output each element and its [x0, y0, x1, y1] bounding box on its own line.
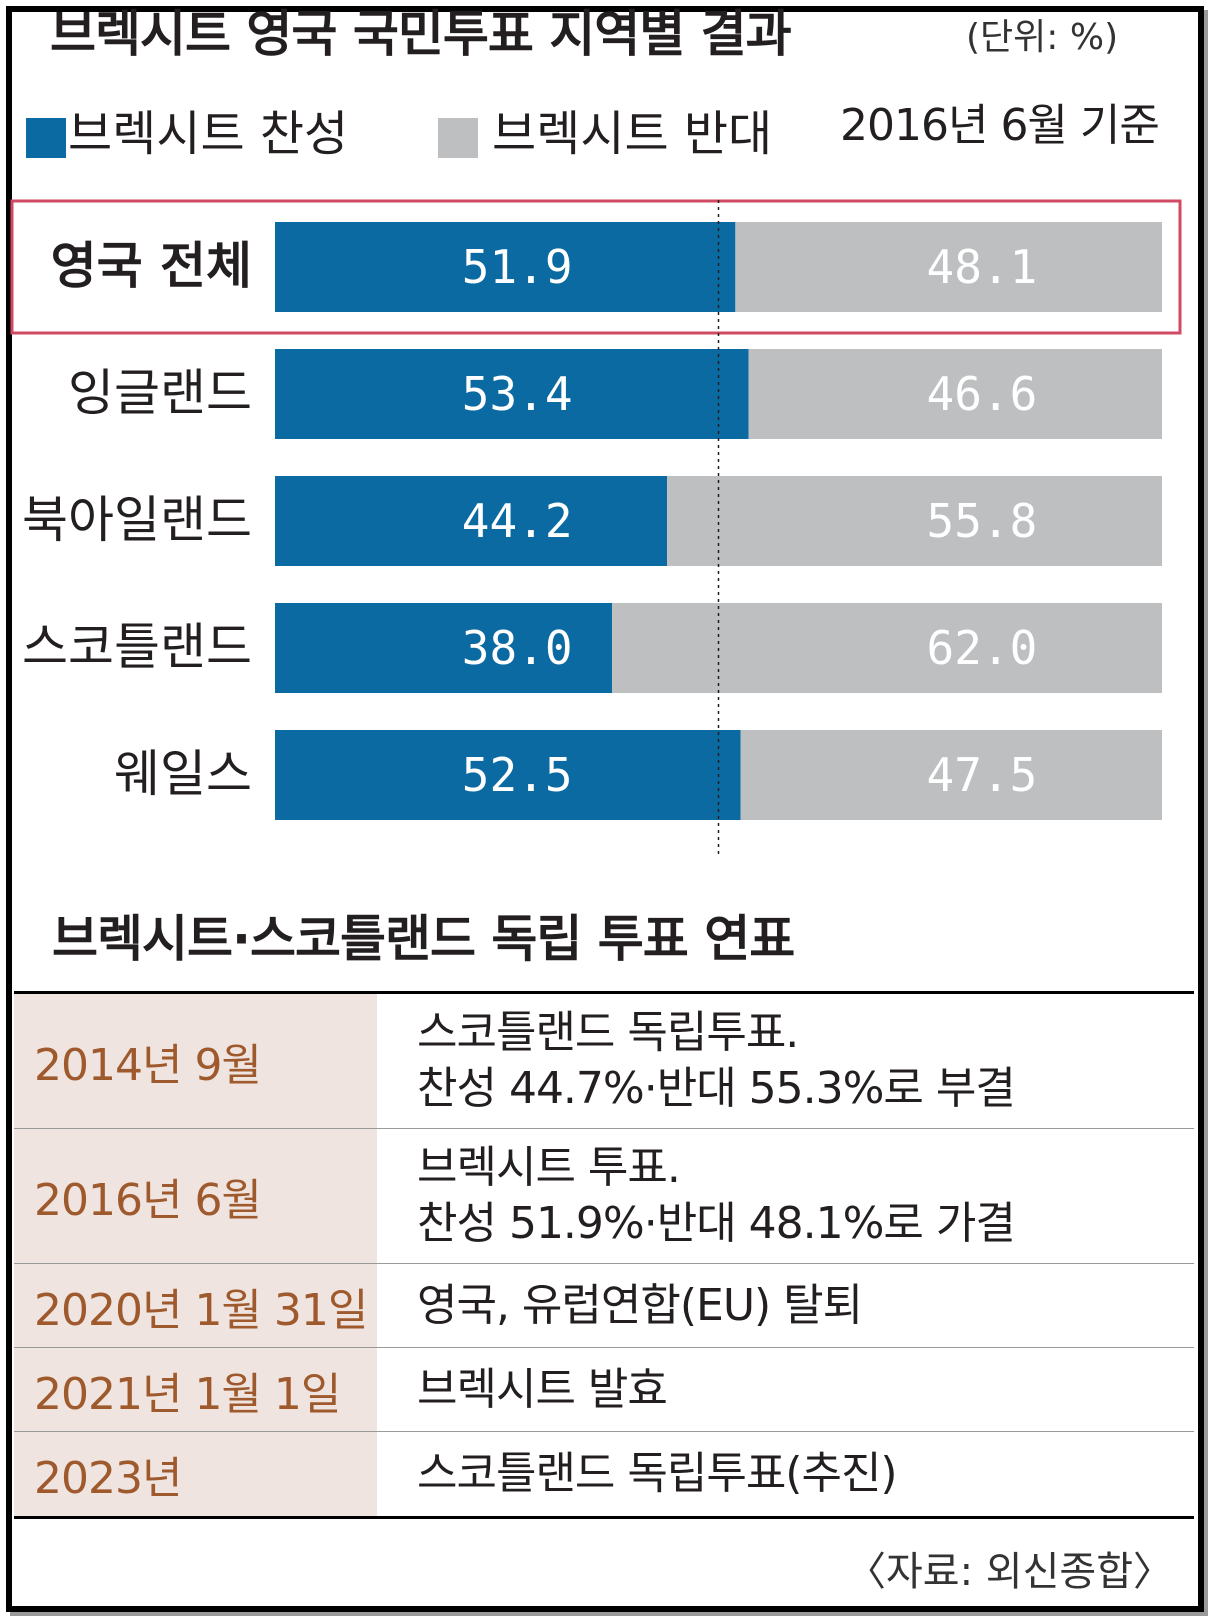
- timeline-row: 2023년 스코틀랜드 독립투표(추진): [14, 1432, 1194, 1516]
- timeline-description-line: 브렉시트 발효: [417, 1363, 668, 1415]
- category-label: 잉글랜드: [68, 364, 252, 422]
- data-label-leave: 44.2: [462, 494, 573, 548]
- timeline-description-line: 브렉시트 투표.: [417, 1142, 681, 1193]
- timeline-description: 영국, 유럽연합(EU) 탈퇴: [377, 1264, 1194, 1347]
- unit-label: (단위: %): [966, 17, 1119, 58]
- legend-swatch-remain: [438, 118, 478, 158]
- legend-label-remain: 브렉시트 반대: [492, 106, 773, 162]
- timeline-date: 2020년 1월 31일: [14, 1264, 377, 1347]
- bar-remain: [748, 349, 1162, 439]
- legend-swatch-leave: [26, 118, 66, 158]
- timeline-row: 2021년 1월 1일 브렉시트 발효: [14, 1348, 1194, 1432]
- data-label-remain: 46.6: [927, 367, 1038, 421]
- bar-leave: [275, 349, 749, 439]
- bar-remain: [667, 476, 1162, 566]
- timeline-row: 2020년 1월 31일 영국, 유럽연합(EU) 탈퇴: [14, 1264, 1194, 1348]
- bar-remain: [612, 603, 1162, 693]
- date-note: 2016년 6월 기준: [840, 100, 1160, 151]
- data-label-remain: 55.8: [927, 494, 1038, 548]
- stacked-bar-chart: 영국 전체 51.9 48.1 잉글랜드 53.4 46.6 북아일랜드 44.2 55.8 스코…: [10, 199, 1182, 858]
- bar-remain: [735, 222, 1162, 312]
- timeline-date: 2016년 6월: [14, 1129, 377, 1263]
- bar-leave: [275, 476, 668, 566]
- bar-leave: [275, 603, 613, 693]
- category-label: 북아일랜드: [22, 491, 252, 549]
- timeline-description: 스코틀랜드 독립투표(추진): [377, 1432, 1194, 1516]
- timeline-date: 2021년 1월 1일: [14, 1348, 377, 1431]
- data-label-remain: 47.5: [927, 748, 1038, 802]
- bar-leave: [275, 222, 736, 312]
- timeline-date: 2023년: [14, 1432, 377, 1516]
- chart-title: 브렉시트 영국 국민투표 지역별 결과: [50, 5, 792, 63]
- data-label-leave: 52.5: [462, 748, 573, 802]
- timeline-table: 2014년 9월 스코틀랜드 독립투표. 찬성 44.7%·반대 55.3%로 부결…: [14, 991, 1194, 1519]
- data-label-remain: 62.0: [927, 621, 1038, 675]
- timeline-title: 브렉시트·스코틀랜드 독립 투표 연표: [52, 910, 795, 968]
- timeline-date: 2014년 9월: [14, 994, 377, 1128]
- data-label-leave: 51.9: [462, 240, 573, 294]
- bar-leave: [275, 730, 741, 820]
- bar-remain: [740, 730, 1162, 820]
- highlight-box: [10, 199, 1182, 335]
- timeline-description: 브렉시트 발효: [377, 1348, 1194, 1431]
- category-label: 스코틀랜드: [22, 618, 252, 676]
- data-label-remain: 48.1: [927, 240, 1038, 294]
- timeline-description: 스코틀랜드 독립투표. 찬성 44.7%·반대 55.3%로 부결: [377, 994, 1194, 1128]
- legend-label-leave: 브렉시트 찬성: [68, 106, 349, 162]
- timeline-description-line: 찬성 44.7%·반대 55.3%로 부결: [417, 1063, 1016, 1114]
- timeline-row: 2014년 9월 스코틀랜드 독립투표. 찬성 44.7%·반대 55.3%로 부결: [14, 994, 1194, 1129]
- timeline-description-line: 스코틀랜드 독립투표(추진): [417, 1448, 898, 1499]
- timeline-row: 2016년 6월 브렉시트 투표. 찬성 51.9%·반대 48.1%로 가결: [14, 1129, 1194, 1264]
- category-label: 영국 전체: [51, 237, 252, 295]
- source-note: 〈자료: 외신종합〉: [846, 1549, 1173, 1595]
- timeline-description: 브렉시트 투표. 찬성 51.9%·반대 48.1%로 가결: [377, 1129, 1194, 1263]
- data-label-leave: 38.0: [462, 621, 573, 675]
- data-label-leave: 53.4: [462, 367, 573, 421]
- timeline-description-line: 영국, 유럽연합(EU) 탈퇴: [417, 1279, 863, 1331]
- category-label: 웨일스: [114, 745, 252, 803]
- timeline-description-line: 찬성 51.9%·반대 48.1%로 가결: [417, 1198, 1016, 1249]
- timeline-description-line: 스코틀랜드 독립투표.: [417, 1007, 799, 1058]
